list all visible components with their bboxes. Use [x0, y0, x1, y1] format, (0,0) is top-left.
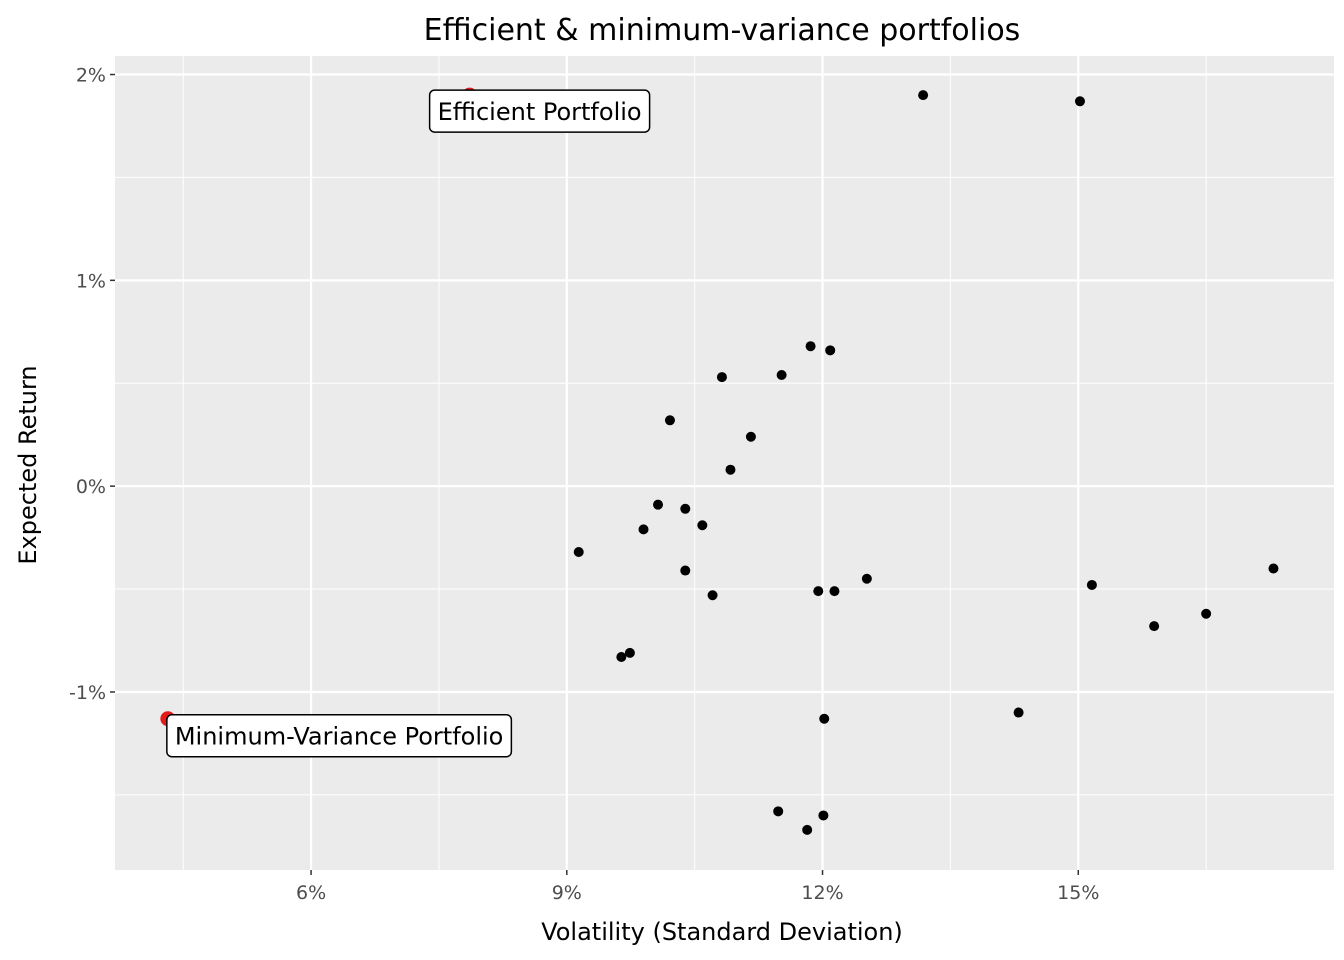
x-tick-label: 15% — [1057, 882, 1099, 904]
x-axis-title: Volatility (Standard Deviation) — [541, 918, 903, 946]
portfolio-point — [773, 806, 784, 817]
x-tick-label: 12% — [801, 882, 843, 904]
y-tick-label: 0% — [76, 476, 106, 498]
portfolio-point — [829, 586, 840, 597]
portfolio-point — [918, 90, 929, 101]
gridlines — [115, 56, 1334, 870]
label-box — [166, 713, 513, 758]
portfolio-point — [707, 590, 718, 601]
portfolio-point — [573, 547, 584, 558]
y-axis-title: Expected Return — [14, 365, 42, 564]
portfolio-point — [1268, 563, 1279, 574]
portfolio-point — [818, 810, 829, 821]
axis-ticks: 6% 9% 12% 15% 2% 1% 0% -1% — [69, 65, 1099, 904]
portfolio-point — [680, 565, 691, 576]
portfolio-point — [664, 415, 675, 426]
portfolio-point — [1149, 621, 1160, 632]
portfolio-point — [776, 370, 787, 381]
portfolio-point — [802, 824, 813, 835]
portfolio-point — [825, 345, 836, 356]
portfolio-point — [813, 586, 824, 597]
portfolio-point — [680, 503, 691, 514]
portfolio-point — [616, 651, 627, 662]
portfolio-point — [1074, 96, 1085, 107]
y-tick-label: 2% — [76, 65, 106, 87]
portfolio-point — [745, 431, 756, 442]
x-tick-label: 6% — [296, 882, 326, 904]
portfolio-point — [716, 372, 727, 383]
label-box — [428, 89, 651, 133]
portfolio-point — [819, 713, 830, 724]
label-text: Efficient Portfolio — [438, 98, 642, 126]
portfolio-point — [697, 520, 708, 531]
portfolio-point — [1201, 608, 1212, 619]
point-labels: Efficient Portfolio Minimum-Variance Port… — [166, 89, 651, 758]
portfolio-point — [861, 573, 872, 584]
portfolio-point — [725, 464, 736, 475]
y-tick-label: 1% — [76, 270, 106, 292]
portfolio-point — [653, 499, 664, 510]
portfolio-point — [805, 341, 816, 352]
portfolio-point — [1013, 707, 1024, 718]
chart-title: Efficient & minimum-variance portfolios — [424, 13, 1021, 48]
portfolio-label: Minimum-Variance Portfolio — [166, 713, 513, 758]
portfolio-point — [638, 524, 649, 535]
label-text: Minimum-Variance Portfolio — [175, 723, 504, 751]
portfolio-label: Efficient Portfolio — [428, 89, 651, 133]
portfolio-point — [1086, 579, 1097, 590]
x-tick-label: 9% — [552, 882, 582, 904]
y-tick-label: -1% — [69, 682, 106, 704]
portfolio-point — [624, 647, 635, 658]
